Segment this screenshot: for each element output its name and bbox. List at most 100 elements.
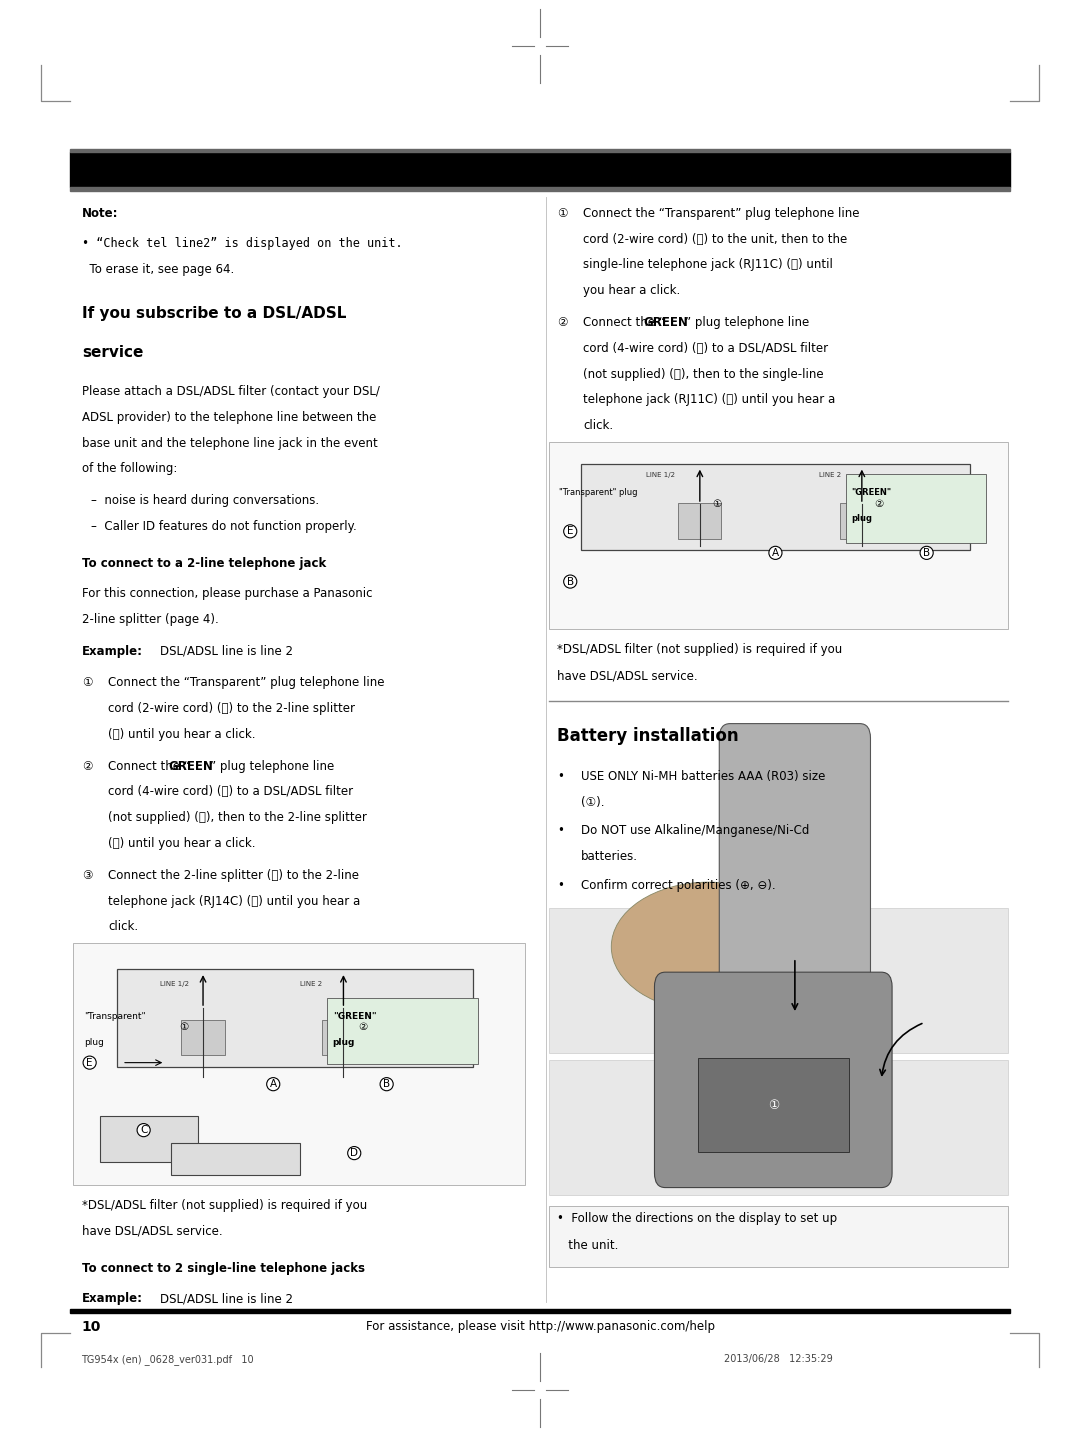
Text: A: A (772, 549, 779, 557)
Text: "GREEN": "GREEN" (333, 1012, 376, 1021)
Text: cord (2-wire cord) (Ⓐ) to the 2-line splitter: cord (2-wire cord) (Ⓐ) to the 2-line spl… (108, 702, 355, 715)
Text: ③: ③ (82, 869, 93, 882)
Text: D: D (350, 1149, 359, 1157)
Bar (70, 148, 1010, 152)
Text: plug: plug (84, 1038, 104, 1047)
Text: have DSL/ADSL service.: have DSL/ADSL service. (82, 1225, 222, 1238)
Text: ②: ② (875, 500, 883, 508)
Text: of the following:: of the following: (82, 462, 177, 475)
Text: B: B (383, 1080, 390, 1088)
Text: To connect to a 2-line telephone jack: To connect to a 2-line telephone jack (82, 557, 326, 570)
Text: GREEN: GREEN (168, 760, 214, 773)
Text: B: B (567, 577, 573, 586)
Text: •: • (557, 879, 564, 892)
Text: GREEN: GREEN (644, 316, 689, 329)
Text: Connect the “: Connect the “ (583, 316, 665, 329)
Text: batteries.: batteries. (581, 850, 638, 863)
Bar (171, 1143, 300, 1175)
Text: plug: plug (333, 1038, 355, 1047)
Text: •  Follow the directions on the display to set up: • Follow the directions on the display t… (557, 1212, 837, 1225)
Text: Do NOT use Alkaline/Manganese/Ni-Cd: Do NOT use Alkaline/Manganese/Ni-Cd (581, 824, 809, 837)
FancyBboxPatch shape (719, 724, 870, 1040)
Text: Connect the 2-line splitter (Ⓒ) to the 2-line: Connect the 2-line splitter (Ⓒ) to the 2… (108, 869, 359, 882)
Text: (①).: (①). (581, 796, 605, 808)
Text: Battery installation: Battery installation (557, 727, 739, 745)
Text: cord (4-wire cord) (Ⓒ) to a DSL/ADSL filter: cord (4-wire cord) (Ⓒ) to a DSL/ADSL fil… (583, 342, 828, 355)
Text: 2013/06/28   12:35:29: 2013/06/28 12:35:29 (724, 1354, 833, 1364)
Text: To connect to 2 single-line telephone jacks: To connect to 2 single-line telephone ja… (82, 1262, 365, 1275)
Text: telephone jack (RJ14C) (ⓔ) until you hear a: telephone jack (RJ14C) (ⓔ) until you hea… (108, 895, 361, 908)
Bar (698, 1058, 849, 1152)
Text: Example:: Example: (82, 645, 143, 658)
Text: TG954x (en) _0628_ver031.pdf   10: TG954x (en) _0628_ver031.pdf 10 (81, 1354, 254, 1366)
Text: For assistance, please visit http://www.panasonic.com/help: For assistance, please visit http://www.… (365, 1320, 715, 1333)
Bar (322, 1020, 365, 1055)
Bar (70, 152, 1010, 187)
Text: *DSL/ADSL filter (not supplied) is required if you: *DSL/ADSL filter (not supplied) is requi… (557, 643, 842, 656)
Text: ①: ① (557, 207, 568, 220)
FancyBboxPatch shape (654, 972, 892, 1188)
Text: LINE 1/2: LINE 1/2 (160, 981, 189, 987)
Text: "GREEN": "GREEN" (851, 488, 891, 497)
Text: the unit.: the unit. (557, 1239, 619, 1252)
Text: cord (2-wire cord) (Ⓐ) to the unit, then to the: cord (2-wire cord) (Ⓐ) to the unit, then… (583, 233, 848, 246)
Text: telephone jack (RJ11C) (ⓔ) until you hear a: telephone jack (RJ11C) (ⓔ) until you hea… (583, 393, 836, 406)
Text: Confirm correct polarities (⊕, ⊖).: Confirm correct polarities (⊕, ⊖). (581, 879, 775, 892)
Text: DSL/ADSL line is line 2: DSL/ADSL line is line 2 (160, 1292, 293, 1305)
Text: (Ⓒ) until you hear a click.: (Ⓒ) until you hear a click. (108, 728, 256, 741)
Text: •: • (557, 770, 564, 783)
Text: •: • (557, 824, 564, 837)
Bar (70, 1310, 1010, 1313)
Bar (678, 503, 721, 538)
Text: click.: click. (583, 419, 613, 432)
Text: ①: ① (768, 1099, 779, 1113)
Text: click.: click. (108, 920, 138, 933)
Text: ①: ① (82, 676, 93, 689)
Bar (846, 474, 986, 543)
Bar (181, 1020, 225, 1055)
Text: B: B (923, 549, 930, 557)
Text: For this connection, please purchase a Panasonic: For this connection, please purchase a P… (82, 587, 373, 600)
Text: have DSL/ADSL service.: have DSL/ADSL service. (557, 669, 698, 682)
Text: Connect the “: Connect the “ (108, 760, 190, 773)
Text: C: C (140, 1126, 147, 1134)
Text: LINE 1/2: LINE 1/2 (646, 472, 675, 478)
Text: ②: ② (82, 760, 93, 773)
Text: E: E (86, 1058, 93, 1067)
Bar (73, 943, 525, 1185)
Bar (549, 1206, 1008, 1267)
Text: single-line telephone jack (RJ11C) (Ⓑ) until: single-line telephone jack (RJ11C) (Ⓑ) u… (583, 258, 833, 271)
Text: "Transparent" plug: "Transparent" plug (559, 488, 638, 497)
Text: –  Caller ID features do not function properly.: – Caller ID features do not function pro… (91, 520, 356, 533)
Text: DSL/ADSL line is line 2: DSL/ADSL line is line 2 (160, 645, 293, 658)
Bar (70, 188, 1010, 191)
Text: ” plug telephone line: ” plug telephone line (210, 760, 334, 773)
Text: Note:: Note: (82, 207, 119, 220)
Text: Connect the “Transparent” plug telephone line: Connect the “Transparent” plug telephone… (583, 207, 860, 220)
Bar (549, 908, 1008, 1053)
Text: *DSL/ADSL filter (not supplied) is required if you: *DSL/ADSL filter (not supplied) is requi… (82, 1199, 367, 1212)
Bar (840, 503, 883, 538)
Text: • “Check tel line2” is displayed on the unit.: • “Check tel line2” is displayed on the … (82, 237, 403, 250)
Text: Example:: Example: (82, 1292, 143, 1305)
Bar (327, 998, 478, 1064)
Bar (549, 442, 1008, 629)
Text: service: service (82, 345, 144, 359)
Text: (Ⓒ) until you hear a click.: (Ⓒ) until you hear a click. (108, 837, 256, 850)
Text: ①: ① (713, 500, 721, 508)
Text: LINE 2: LINE 2 (300, 981, 322, 987)
Text: Connect the “Transparent” plug telephone line: Connect the “Transparent” plug telephone… (108, 676, 384, 689)
Text: ②: ② (557, 316, 568, 329)
Bar (100, 1116, 198, 1162)
Text: Please attach a DSL/ADSL filter (contact your DSL/: Please attach a DSL/ADSL filter (contact… (82, 385, 380, 398)
Text: –  noise is heard during conversations.: – noise is heard during conversations. (91, 494, 319, 507)
Text: To erase it, see page 64.: To erase it, see page 64. (82, 263, 234, 276)
Bar (581, 464, 970, 550)
Text: cord (4-wire cord) (Ⓑ) to a DSL/ADSL filter: cord (4-wire cord) (Ⓑ) to a DSL/ADSL fil… (108, 785, 353, 798)
Text: ②: ② (359, 1022, 367, 1031)
Text: USE ONLY Ni-MH batteries AAA (R03) size: USE ONLY Ni-MH batteries AAA (R03) size (581, 770, 825, 783)
Text: If you subscribe to a DSL/ADSL: If you subscribe to a DSL/ADSL (82, 306, 347, 320)
Text: (not supplied) (ⓓ), then to the single-line: (not supplied) (ⓓ), then to the single-l… (583, 368, 824, 381)
Text: E: E (567, 527, 573, 536)
Text: base unit and the telephone line jack in the event: base unit and the telephone line jack in… (82, 437, 378, 449)
